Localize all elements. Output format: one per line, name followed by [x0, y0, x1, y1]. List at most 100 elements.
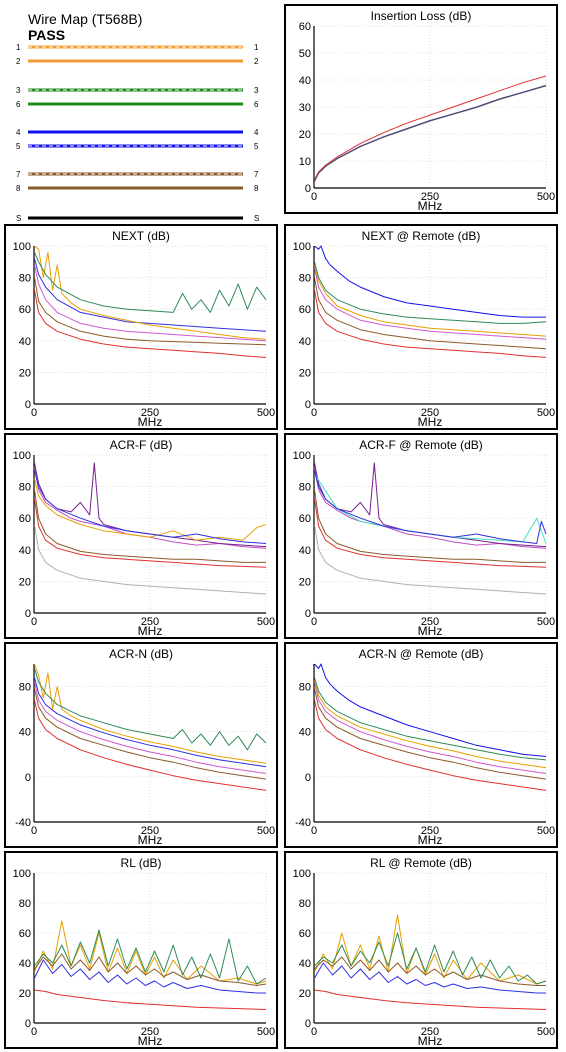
- pin-label-right: 5: [254, 142, 259, 151]
- y-tick-label: 40: [299, 75, 311, 87]
- x-axis-label: MHz: [138, 833, 163, 846]
- series-line-1: [314, 524, 547, 595]
- y-tick-label: 100: [293, 868, 311, 880]
- series-line-3: [314, 681, 547, 774]
- y-tick-label: 80: [19, 682, 31, 694]
- chart-title: RL @ Remote (dB): [370, 856, 472, 870]
- series-line-5: [314, 261, 547, 324]
- series-line-2: [314, 688, 547, 780]
- y-tick-label: 10: [299, 156, 311, 168]
- series-line-1: [34, 290, 267, 358]
- y-tick-label: 50: [299, 48, 311, 60]
- x-axis-label: MHz: [418, 415, 443, 428]
- chart-panel-acr-f: ACR-F (dB) 0 250 500 0 20 40 60 80 100 MHz: [4, 433, 278, 639]
- x-tick-label: 500: [537, 1026, 555, 1038]
- series-line-4: [34, 953, 267, 986]
- chart-panel-acr-n: ACR-N (dB) 0 250 500 -40 0 40 80 MHz: [4, 642, 278, 848]
- x-tick-label: 0: [311, 825, 317, 837]
- pin-label-right: 1: [254, 43, 259, 52]
- series-line-4: [314, 956, 546, 986]
- series-line-2: [34, 688, 267, 780]
- x-tick-label: 0: [31, 407, 37, 419]
- series-line-6: [314, 663, 547, 757]
- y-tick-label: 80: [299, 273, 311, 285]
- chart-title: RL (dB): [121, 856, 162, 870]
- chart-panel-rl: RL (dB) 0 250 500 0 20 40 60 80 100 MHz: [4, 851, 278, 1049]
- next-chart: NEXT (dB) 0 250 500 0 20 40 60 80 100 MHz: [13, 229, 276, 428]
- y-tick-label: -40: [295, 817, 311, 829]
- chart-panel-next: NEXT (dB) 0 250 500 0 20 40 60 80 100 MHz: [4, 224, 278, 430]
- pin-label-right: 8: [254, 184, 259, 193]
- chart-panel-acr-n-remote: ACR-N @ Remote (dB) 0 250 500 -40 0 40 80 MHz: [284, 642, 558, 848]
- chart-panel-insertion-loss: Insertion Loss (dB) 0 250 500 0 10 20 30 40 50 60 M…: [284, 4, 558, 214]
- series-line-3: [34, 264, 267, 342]
- y-tick-label: 40: [299, 336, 311, 348]
- x-tick-label: 250: [421, 825, 439, 837]
- pin-label-left: 7: [16, 170, 21, 179]
- series-line-2: [34, 277, 267, 346]
- wire-map-result: PASS: [28, 27, 65, 43]
- series-line-5: [34, 245, 267, 340]
- x-axis-label: MHz: [138, 415, 163, 428]
- series-line-3: [314, 489, 546, 563]
- series-line-1: [34, 989, 267, 1010]
- x-tick-label: 500: [537, 616, 555, 628]
- series-line-1: [314, 75, 547, 181]
- series-line-5: [314, 677, 547, 761]
- pin-label-right: S: [254, 214, 259, 222]
- series-line-2: [34, 959, 266, 994]
- y-tick-label: 20: [19, 367, 31, 379]
- series-line-4: [314, 679, 547, 769]
- series-line-5: [314, 932, 547, 985]
- y-tick-label: 40: [299, 727, 311, 739]
- x-tick-label: 0: [31, 616, 37, 628]
- y-tick-label: 100: [13, 868, 31, 880]
- rl-chart: RL (dB) 0 250 500 0 20 40 60 80 100 MHz: [13, 856, 276, 1047]
- wire-map-title: Wire Map (T568B): [28, 11, 142, 27]
- y-tick-label: 60: [19, 304, 31, 316]
- x-axis-label: MHz: [418, 833, 443, 846]
- series-line-3: [34, 920, 267, 985]
- y-tick-label: 0: [305, 399, 311, 411]
- chart-title: Insertion Loss (dB): [371, 9, 472, 23]
- x-tick-label: 500: [257, 616, 275, 628]
- series-line-5: [34, 663, 267, 764]
- chart-panel-next-remote: NEXT @ Remote (dB) 0 250 500 0 20 40 60 80 100 MHz: [284, 224, 558, 430]
- y-tick-label: 100: [13, 241, 31, 253]
- pin-label-left: S: [16, 214, 21, 222]
- chart-title: ACR-F (dB): [110, 438, 173, 452]
- y-tick-label: 20: [19, 988, 31, 1000]
- series-line-1: [314, 290, 547, 358]
- y-tick-label: 80: [19, 898, 31, 910]
- chart-panel-acr-f-remote: ACR-F @ Remote (dB) 0 250 500 0 20 40 60 80 100 MH…: [284, 433, 558, 639]
- series-line-2: [34, 499, 267, 568]
- pin-label-right: 3: [254, 86, 259, 95]
- series-line-3: [34, 681, 267, 774]
- x-tick-label: 500: [257, 407, 275, 419]
- y-tick-label: 0: [25, 1018, 31, 1030]
- y-tick-label: 0: [25, 772, 31, 784]
- y-tick-label: 40: [299, 958, 311, 970]
- x-tick-label: 0: [311, 407, 317, 419]
- pin-label-left: 3: [16, 86, 21, 95]
- chart-title: ACR-F @ Remote (dB): [359, 438, 483, 452]
- series-line-1: [34, 524, 267, 595]
- chart-title: ACR-N (dB): [109, 647, 173, 661]
- pin-label-right: 4: [254, 128, 259, 137]
- wire-map: Wire Map (T568B) PASS 1 12 23 36 64 45 57 78 8S S: [16, 11, 259, 222]
- y-tick-label: 60: [19, 513, 31, 525]
- y-tick-label: 0: [305, 183, 311, 195]
- x-tick-label: 500: [537, 407, 555, 419]
- x-tick-label: 500: [537, 825, 555, 837]
- series-line-6: [34, 252, 267, 313]
- next-remote-chart: NEXT @ Remote (dB) 0 250 500 0 20 40 60 80 100 MHz: [293, 229, 556, 428]
- pin-label-left: 6: [16, 100, 21, 109]
- series-line-1: [314, 989, 547, 1010]
- y-tick-label: 20: [299, 576, 311, 588]
- y-tick-label: 0: [305, 1018, 311, 1030]
- pin-label-left: 4: [16, 128, 21, 137]
